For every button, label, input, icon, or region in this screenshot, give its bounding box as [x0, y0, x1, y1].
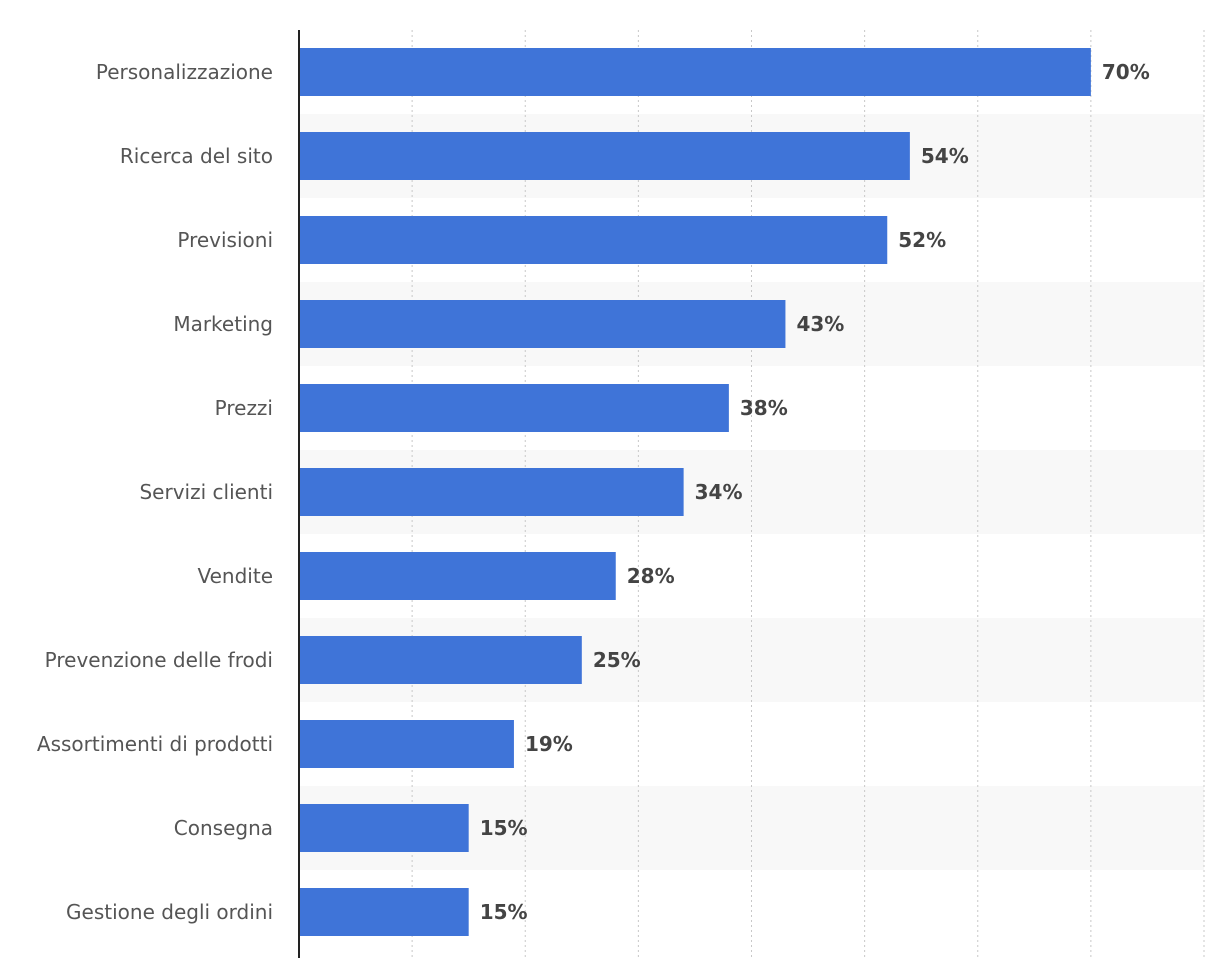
value-label: 70%: [1102, 60, 1150, 84]
category-label: Consegna: [174, 816, 273, 840]
bars: [299, 48, 1091, 936]
bar: [299, 804, 469, 852]
bar: [299, 636, 582, 684]
category-label: Vendite: [197, 564, 273, 588]
value-labels: 70% 54% 52% 43% 38% 34% 28% 25% 19% 15% 15%: [480, 60, 1150, 924]
value-label: 19%: [525, 732, 573, 756]
bar: [299, 720, 514, 768]
value-label: 43%: [796, 312, 844, 336]
bar: [299, 888, 469, 936]
category-label: Prevenzione delle frodi: [45, 648, 273, 672]
category-label: Ricerca del sito: [120, 144, 273, 168]
value-label: 28%: [627, 564, 675, 588]
category-label: Gestione degli ordini: [66, 900, 273, 924]
value-label: 15%: [480, 816, 528, 840]
bar: [299, 552, 616, 600]
category-label: Prezzi: [215, 396, 273, 420]
bar: [299, 468, 684, 516]
value-label: 15%: [480, 900, 528, 924]
value-label: 34%: [695, 480, 743, 504]
bar: [299, 48, 1091, 96]
bar: [299, 132, 910, 180]
category-label: Marketing: [173, 312, 273, 336]
bar: [299, 300, 786, 348]
value-label: 25%: [593, 648, 641, 672]
value-label: 38%: [740, 396, 788, 420]
category-label: Assortimenti di prodotti: [37, 732, 273, 756]
category-label: Previsioni: [177, 228, 273, 252]
bar: [299, 384, 729, 432]
value-label: 52%: [898, 228, 946, 252]
category-label: Servizi clienti: [139, 480, 273, 504]
value-label: 54%: [921, 144, 969, 168]
category-labels: Personalizzazione Ricerca del sito Previsi…: [37, 60, 273, 924]
bar: [299, 216, 888, 264]
category-label: Personalizzazione: [96, 60, 273, 84]
